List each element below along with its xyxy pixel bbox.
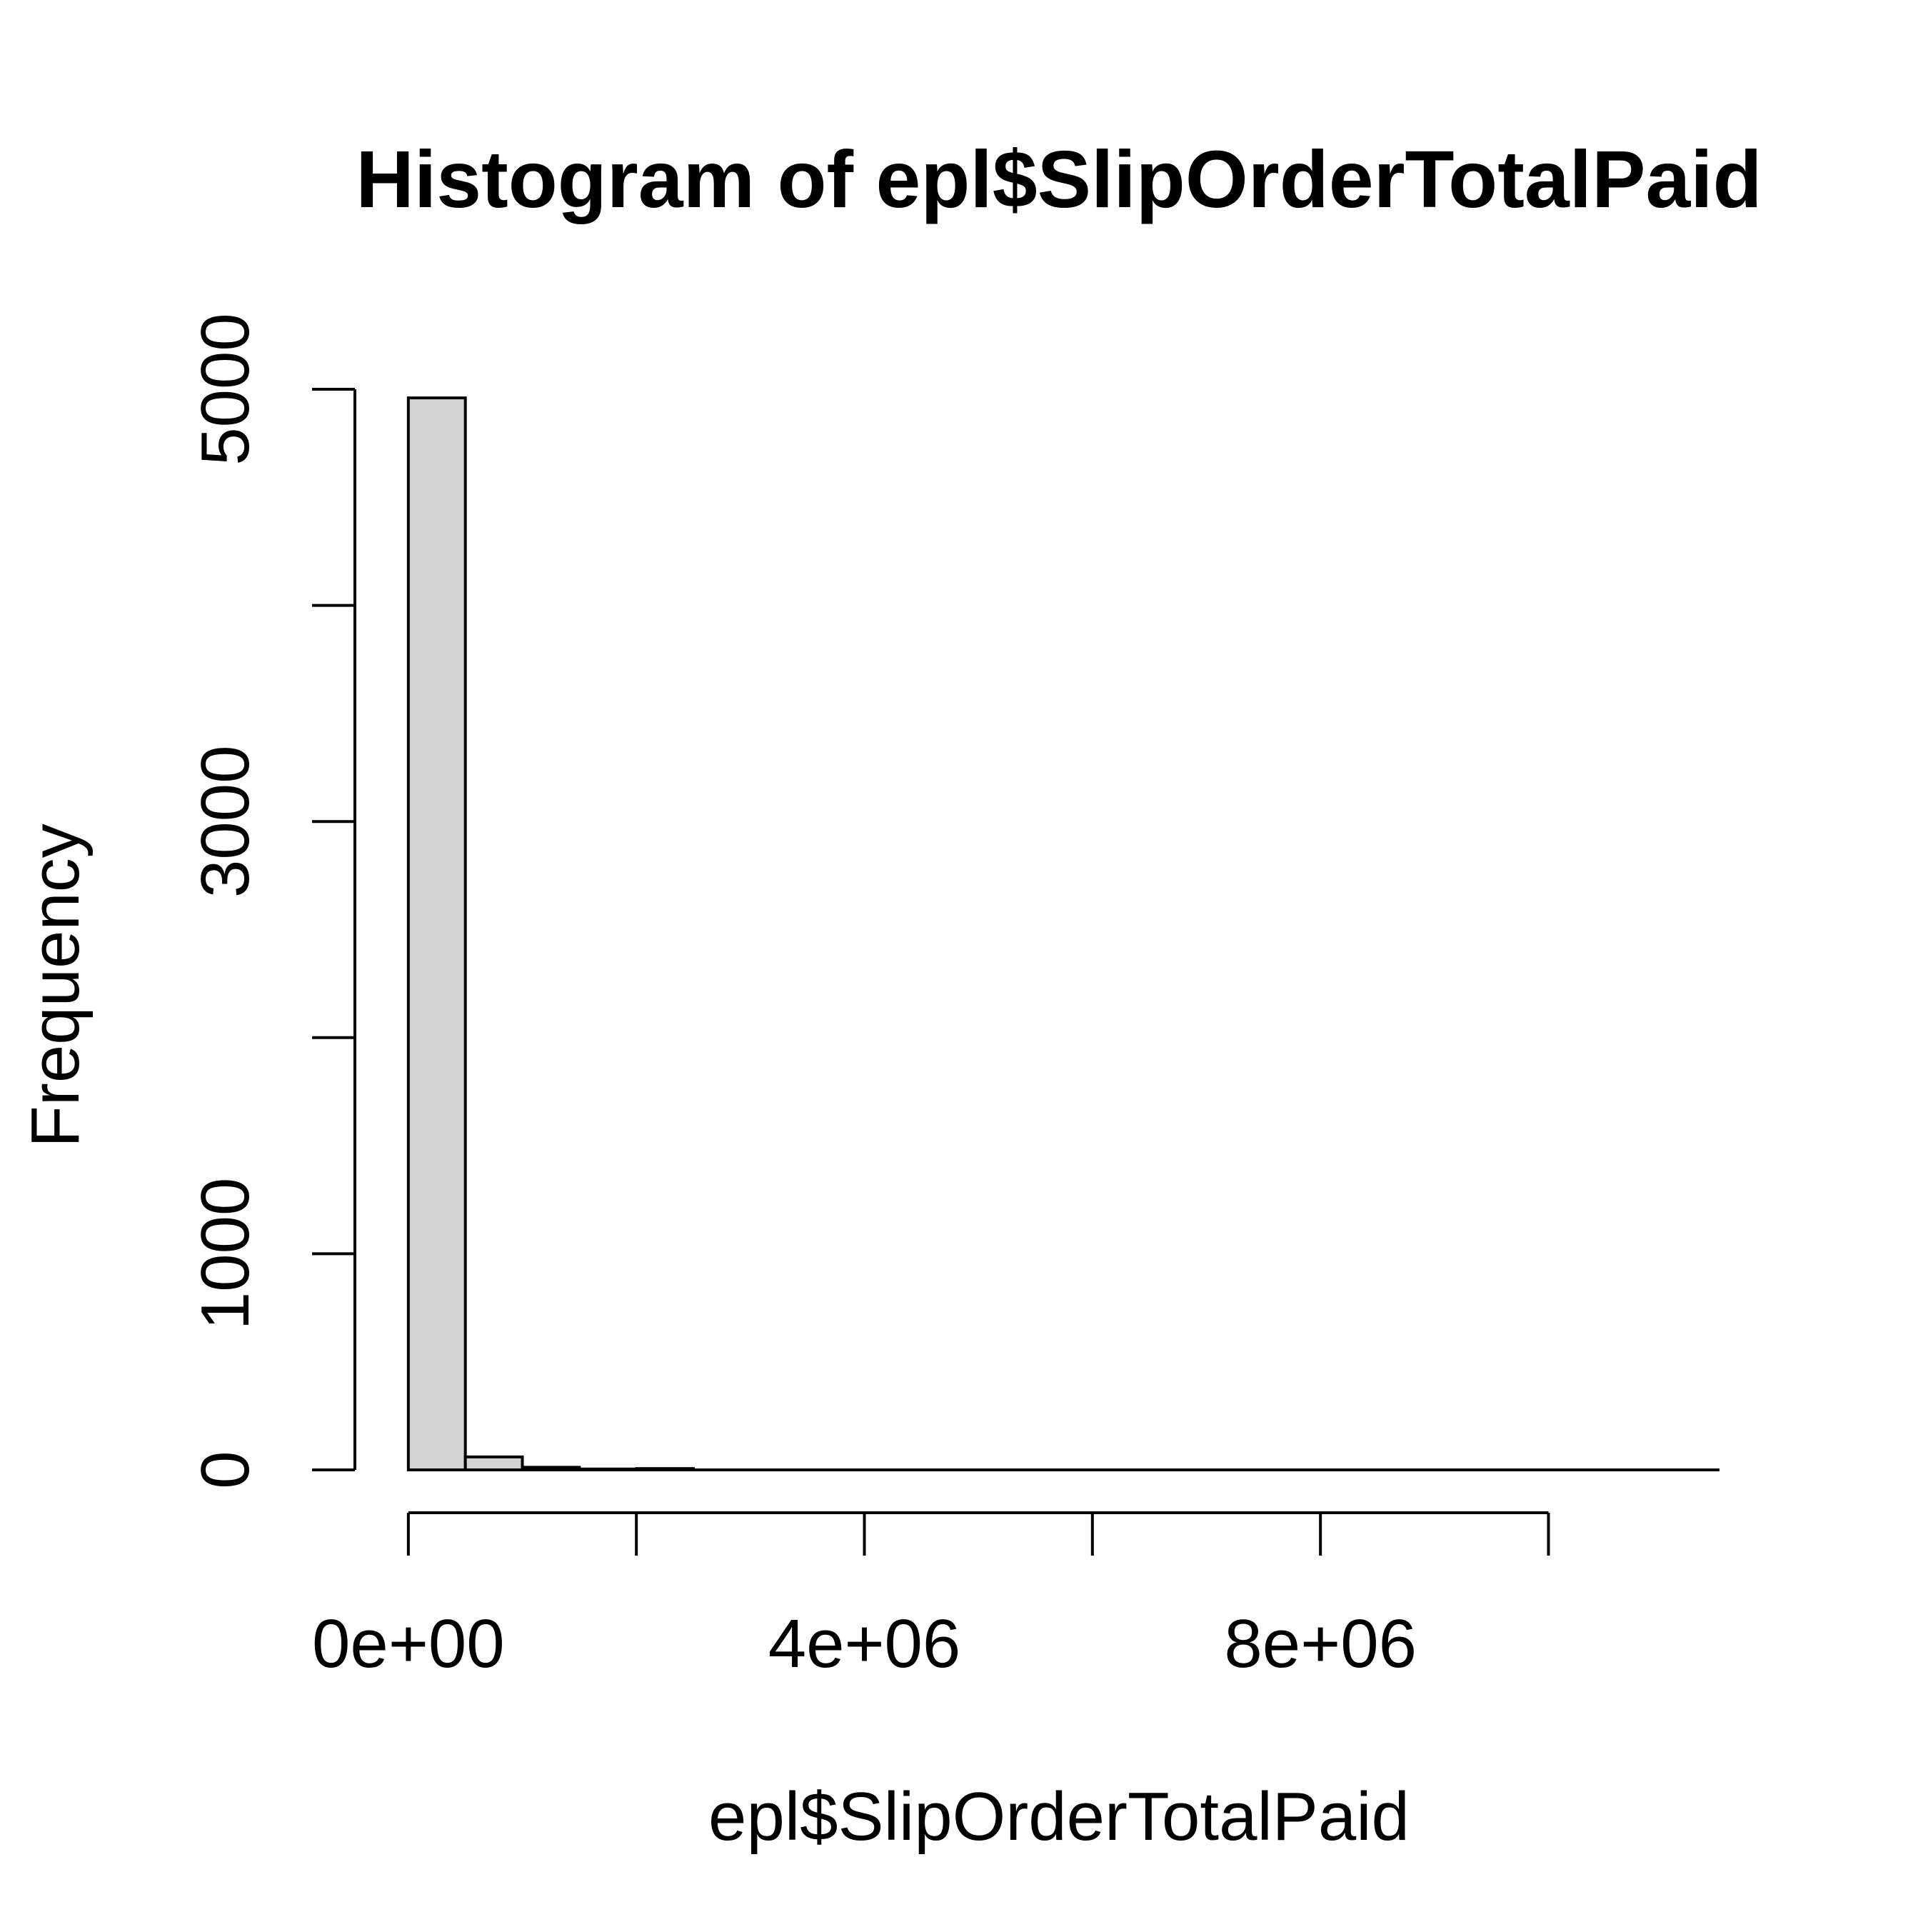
x-tick-label: 0e+00 (312, 1606, 505, 1682)
x-tick-label: 8e+06 (1224, 1606, 1417, 1682)
y-axis-label: Frequency (17, 824, 94, 1148)
y-tick-label: 0 (187, 1451, 263, 1488)
y-tick-label: 5000 (187, 313, 263, 466)
x-axis: 0e+00 4e+06 8e+06 (312, 1511, 1550, 1682)
histogram-bar (406, 396, 467, 1471)
y-tick-label: 3000 (187, 745, 263, 898)
y-tick-label: 1000 (187, 1178, 263, 1331)
chart-title: Histogram of epl$SlipOrderTotalPaid (356, 134, 1762, 224)
histogram-bar (463, 1455, 524, 1471)
x-axis-label: epl$SlipOrderTotalPaid (708, 1778, 1410, 1855)
x-tick-label: 4e+06 (768, 1606, 961, 1682)
y-axis: 0 1000 3000 5000 (187, 313, 356, 1489)
bars-group (406, 396, 1719, 1472)
